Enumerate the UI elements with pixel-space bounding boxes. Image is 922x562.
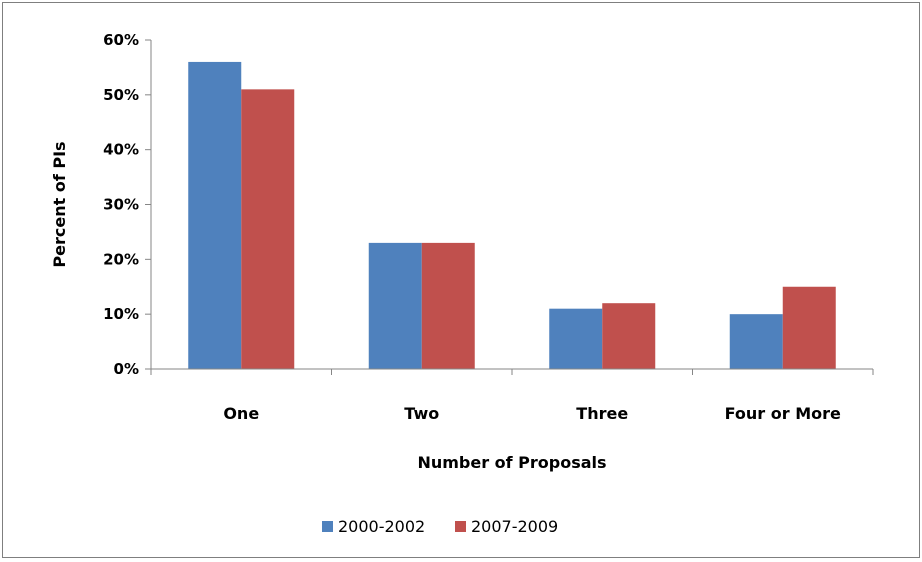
bar-2007-2009-two <box>421 242 475 369</box>
y-tick-label: 40% <box>103 141 139 159</box>
x-category-label: One <box>223 404 259 423</box>
y-tick-label: 10% <box>103 305 139 323</box>
legend: 2000-2002 2007-2009 <box>322 517 558 536</box>
y-tick-label: 50% <box>103 86 139 104</box>
y-tick-label: 20% <box>103 250 139 268</box>
y-tick-label: 60% <box>103 31 139 49</box>
bar-series <box>188 61 836 369</box>
x-axis-title: Number of Proposals <box>417 453 606 472</box>
legend-swatch <box>322 521 333 532</box>
y-axis-title: Percent of PIs <box>50 141 69 267</box>
bar-2000-2002-two <box>368 242 422 369</box>
bar-2007-2009-three <box>602 303 656 369</box>
bar-chart: 0% 10% 20% 30% 40% 50% 60% One Two Three Four or … <box>50 31 874 536</box>
bar-2007-2009-one <box>241 89 295 369</box>
x-category-label: Three <box>576 404 628 423</box>
y-tick-label: 30% <box>103 196 139 214</box>
x-category-label: Four or More <box>725 404 841 423</box>
legend-label: 2007-2009 <box>471 517 558 536</box>
x-category-label: Two <box>404 404 439 423</box>
legend-label: 2000-2002 <box>338 517 425 536</box>
bar-2000-2002-one <box>188 61 242 369</box>
bar-2007-2009-four-or-more <box>782 286 836 369</box>
x-axis-ticks <box>150 369 874 375</box>
legend-swatch <box>455 521 466 532</box>
bar-2000-2002-three <box>549 308 603 369</box>
y-tick-label: 0% <box>114 360 139 378</box>
x-axis-category-labels: One Two Three Four or More <box>223 404 841 423</box>
y-axis-ticks: 0% 10% 20% 30% 40% 50% 60% <box>103 31 151 378</box>
bar-2000-2002-four-or-more <box>729 314 783 369</box>
